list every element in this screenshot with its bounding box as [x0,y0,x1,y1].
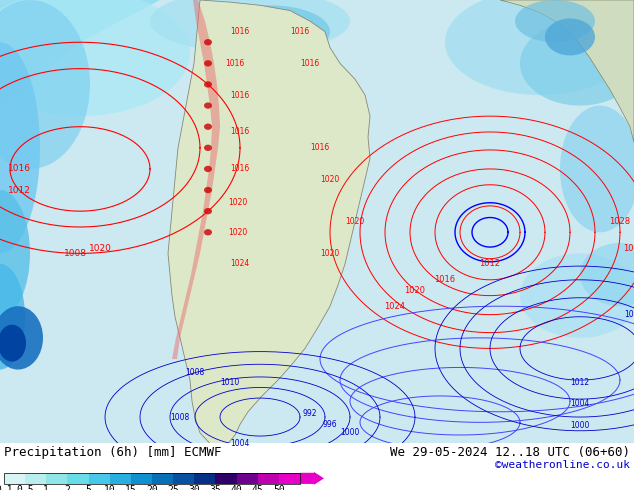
FancyArrow shape [300,472,324,485]
Ellipse shape [204,60,212,67]
Text: 45: 45 [252,486,264,490]
Ellipse shape [0,0,190,116]
Text: 1012: 1012 [479,260,500,269]
Text: 1008: 1008 [63,249,86,258]
Text: Precipitation (6h) [mm] ECMWF: Precipitation (6h) [mm] ECMWF [4,446,221,460]
Ellipse shape [560,105,634,232]
Polygon shape [168,0,370,443]
Bar [110,473,131,484]
Bar [46,473,67,484]
Ellipse shape [0,190,30,317]
Text: 1004: 1004 [571,399,590,409]
Bar [67,473,89,484]
Ellipse shape [580,243,634,306]
Text: 40: 40 [231,486,242,490]
Bar [216,473,236,484]
Text: 1020: 1020 [346,217,365,226]
Text: 992: 992 [303,409,317,418]
Ellipse shape [204,229,212,236]
Ellipse shape [204,145,212,151]
Ellipse shape [0,42,40,253]
Text: 2: 2 [65,486,70,490]
Text: 1032: 1032 [623,244,634,253]
Text: 1016: 1016 [434,275,456,284]
Text: 996: 996 [323,420,337,429]
Text: 1016: 1016 [230,165,250,173]
Text: 20: 20 [146,486,158,490]
Text: 1016: 1016 [311,143,330,152]
Text: 15: 15 [125,486,137,490]
Text: 1012: 1012 [8,186,31,195]
Polygon shape [0,0,160,105]
Polygon shape [172,0,220,359]
Text: 1000: 1000 [571,420,590,430]
Text: We 29-05-2024 12..18 UTC (06+60): We 29-05-2024 12..18 UTC (06+60) [390,446,630,460]
Text: 35: 35 [210,486,221,490]
Text: 1028: 1028 [609,217,631,226]
Text: 10: 10 [104,486,115,490]
Ellipse shape [204,102,212,109]
Ellipse shape [204,166,212,172]
Text: 25: 25 [167,486,179,490]
Text: 5: 5 [86,486,91,490]
Text: 1004: 1004 [230,439,250,448]
Text: 1008: 1008 [171,413,190,421]
Ellipse shape [0,306,43,369]
Bar [257,473,279,484]
Ellipse shape [0,325,26,362]
Ellipse shape [445,0,634,95]
Ellipse shape [545,19,595,55]
Text: 1008: 1008 [185,368,205,377]
Bar [152,473,173,484]
Text: 1020: 1020 [320,175,340,184]
Ellipse shape [0,264,25,369]
Text: 1024: 1024 [230,260,250,269]
Ellipse shape [515,0,595,42]
Text: 0.5: 0.5 [16,486,34,490]
Text: 1020: 1020 [89,244,112,253]
Text: 1020: 1020 [320,249,340,258]
Text: 1016: 1016 [8,165,31,173]
Ellipse shape [210,5,330,58]
Polygon shape [500,0,634,143]
Bar [4,473,300,484]
Text: ©weatheronline.co.uk: ©weatheronline.co.uk [495,460,630,469]
Text: 1020: 1020 [404,286,425,295]
Ellipse shape [204,123,212,130]
Text: 1016: 1016 [301,59,320,68]
Text: 1016: 1016 [290,27,309,36]
Bar [194,473,216,484]
Bar [236,473,257,484]
Text: 1016: 1016 [230,91,250,99]
Bar [89,473,110,484]
Bar [279,473,300,484]
Bar [173,473,194,484]
Ellipse shape [520,21,634,105]
Text: 1012: 1012 [571,378,590,388]
Text: 1024: 1024 [384,302,406,311]
Ellipse shape [204,81,212,88]
Text: 1020: 1020 [228,228,248,237]
Text: 1016: 1016 [225,59,245,68]
Ellipse shape [204,39,212,46]
Text: 1000: 1000 [340,428,359,438]
Ellipse shape [0,0,90,169]
Text: 50: 50 [273,486,285,490]
Bar [25,473,46,484]
Text: 1016: 1016 [230,127,250,137]
Text: 1: 1 [43,486,49,490]
Text: 1010: 1010 [221,378,240,388]
Text: 1020: 1020 [624,310,634,319]
Bar [4,473,25,484]
Text: 30: 30 [188,486,200,490]
Ellipse shape [150,0,350,53]
Ellipse shape [204,208,212,214]
Text: 0.1: 0.1 [0,486,13,490]
Text: 1020: 1020 [228,198,248,207]
Ellipse shape [204,187,212,193]
Ellipse shape [520,253,634,338]
Bar [131,473,152,484]
Text: 1016: 1016 [230,27,250,36]
